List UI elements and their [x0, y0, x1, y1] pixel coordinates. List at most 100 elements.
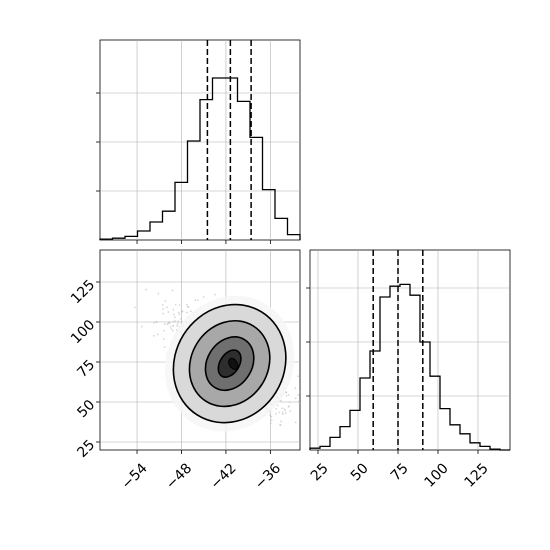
scatter-point: [187, 305, 190, 308]
scatter-point: [153, 321, 156, 324]
hist-y-tick-label: 50: [348, 460, 372, 484]
scatter-point: [278, 411, 281, 414]
joint-y-tick-label: 25: [74, 437, 98, 461]
scatter-point: [270, 415, 273, 418]
scatter-point: [178, 304, 181, 307]
scatter-point: [171, 289, 174, 292]
scatter-point: [194, 299, 197, 302]
scatter-point: [189, 310, 192, 313]
scatter-point: [155, 320, 158, 323]
joint-y-tick-label: 75: [74, 357, 98, 381]
scatter-point: [281, 411, 284, 414]
joint-y-tick-label: 100: [68, 317, 98, 347]
scatter-point: [164, 300, 167, 303]
scatter-point: [180, 317, 182, 320]
scatter-point: [202, 296, 205, 298]
scatter-point: [157, 292, 160, 295]
scatter-point: [177, 311, 180, 314]
scatter-point: [172, 320, 175, 323]
hist-x-quantiles: [206, 40, 252, 240]
joint-x-tick-label: −42: [207, 460, 239, 492]
scatter-point: [156, 333, 159, 336]
scatter-point: [284, 409, 287, 412]
scatter-point: [161, 303, 164, 306]
scatter-point: [163, 323, 166, 326]
scatter-point: [172, 308, 175, 311]
scatter-point: [294, 421, 297, 424]
joint-x-tick-label: −36: [252, 460, 284, 492]
scatter-point: [287, 394, 290, 396]
joint-panel: −54 −48 −42 −36 25 50 75 100 125: [68, 249, 305, 493]
scatter-point: [141, 325, 143, 328]
scatter-point: [162, 312, 165, 315]
scatter-point: [185, 303, 188, 306]
scatter-point: [280, 420, 282, 423]
scatter-point: [288, 401, 291, 404]
scatter-point: [269, 422, 272, 425]
hist-y-tick-label: 100: [422, 460, 452, 490]
scatter-point: [279, 423, 281, 426]
hist-y-panel: 25 50 75 100 125: [306, 249, 511, 491]
hist-x-series: [99, 77, 301, 240]
scatter-point: [162, 329, 165, 332]
scatter-point: [303, 403, 305, 405]
hist-y-quantiles: [372, 250, 424, 450]
scatter-point: [298, 400, 300, 403]
scatter-point: [174, 303, 177, 306]
scatter-point: [297, 394, 299, 396]
scatter-point: [172, 324, 174, 327]
joint-y-ticks: 25 50 75 100 125: [68, 277, 100, 461]
joint-x-tick-label: −54: [119, 460, 151, 492]
scatter-point: [294, 387, 297, 390]
hist-x-grid: [100, 40, 300, 240]
scatter-point: [134, 306, 136, 309]
scatter-point: [168, 321, 171, 323]
scatter-point: [166, 323, 169, 325]
scatter-point: [281, 407, 284, 410]
scatter-point: [285, 395, 288, 397]
scatter-point: [176, 324, 178, 327]
scatter-point: [167, 311, 170, 313]
hist-x-panel: [96, 39, 301, 244]
hist-y-tick-label: 25: [308, 460, 332, 484]
scatter-point: [152, 334, 155, 337]
scatter-point: [177, 320, 180, 323]
scatter-point: [288, 405, 291, 407]
scatter-point: [167, 322, 170, 325]
scatter-point: [280, 399, 283, 402]
scatter-point: [163, 346, 166, 349]
scatter-point: [284, 412, 287, 415]
scatter-point: [162, 308, 164, 310]
scatter-point: [275, 407, 278, 410]
scatter-point: [166, 306, 169, 309]
scatter-point: [297, 375, 300, 378]
scatter-point: [178, 313, 181, 316]
scatter-point: [176, 322, 179, 325]
scatter-point: [170, 327, 173, 330]
joint-x-tick-label: −48: [163, 460, 195, 492]
scatter-point: [172, 313, 175, 316]
joint-x-ticks: −54 −48 −42 −36: [119, 450, 284, 493]
hist-y-tick-label: 75: [388, 460, 412, 484]
scatter-point: [285, 391, 288, 393]
scatter-point: [276, 404, 279, 407]
hist-y-tick-label: 125: [462, 460, 492, 490]
hist-x-ticks: [96, 92, 271, 244]
hist-y-series: [309, 283, 510, 451]
scatter-point: [214, 293, 217, 296]
scatter-point: [162, 338, 165, 340]
scatter-point: [172, 329, 174, 332]
scatter-point: [283, 408, 286, 411]
scatter-point: [270, 419, 273, 422]
joint-contours: [164, 295, 295, 432]
hist-y-frame: [309, 249, 511, 451]
contour-core: [228, 357, 239, 370]
scatter-point: [173, 316, 176, 319]
scatter-point: [301, 403, 303, 405]
joint-y-tick-label: 125: [68, 277, 98, 307]
scatter-point: [186, 311, 188, 314]
scatter-point: [281, 413, 284, 416]
scatter-point: [145, 288, 147, 291]
scatter-point: [174, 320, 177, 322]
